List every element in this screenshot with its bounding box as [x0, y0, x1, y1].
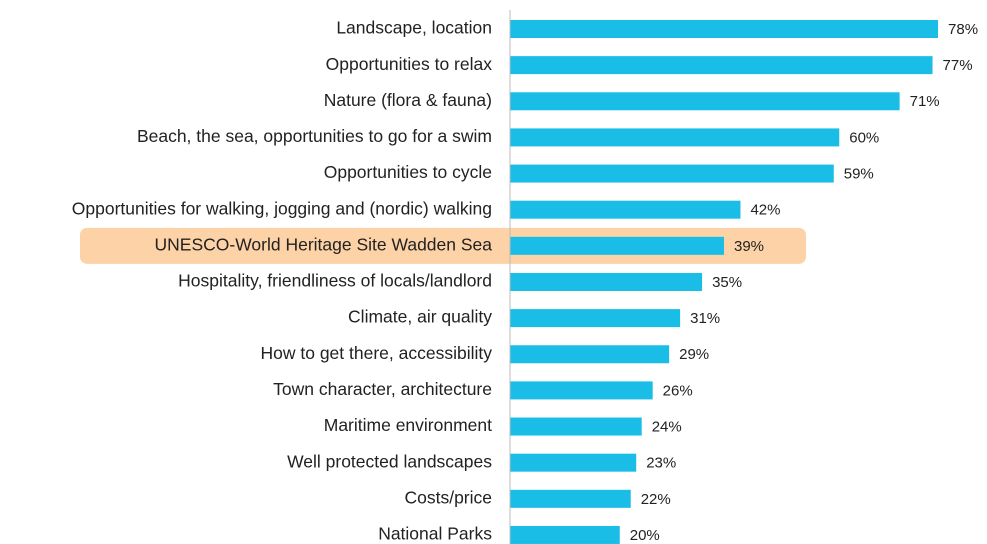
value-label: 24% [652, 419, 682, 436]
bar [510, 56, 933, 75]
value-label: 59% [844, 166, 874, 183]
value-label: 60% [849, 129, 879, 146]
value-label: 77% [943, 57, 973, 74]
bar [510, 309, 681, 328]
category-label: Well protected landscapes [287, 451, 492, 471]
value-label: 71% [910, 93, 940, 110]
bar [510, 489, 631, 508]
category-label: Opportunities for walking, jogging and (… [72, 198, 492, 218]
value-label: 26% [663, 382, 693, 399]
bar [510, 453, 637, 472]
bar [510, 200, 741, 219]
value-label: 22% [641, 491, 671, 508]
category-label: Beach, the sea, opportunities to go for … [137, 126, 492, 146]
category-label: Climate, air quality [348, 307, 492, 327]
category-label: Nature (flora & fauna) [324, 90, 492, 110]
value-label: 42% [750, 202, 780, 219]
bar [510, 417, 642, 436]
category-label: Maritime environment [324, 415, 492, 435]
category-label: Landscape, location [336, 18, 492, 38]
bar [510, 345, 670, 364]
value-label: 35% [712, 274, 742, 291]
bar [510, 272, 703, 291]
category-label: UNESCO-World Heritage Site Wadden Sea [155, 234, 493, 254]
bar [510, 20, 939, 38]
bar [510, 164, 834, 183]
bar [510, 525, 620, 544]
category-label: How to get there, accessibility [261, 343, 493, 363]
value-label: 39% [734, 238, 764, 255]
category-label: Opportunities to cycle [324, 162, 492, 182]
bar [510, 128, 840, 147]
value-label: 78% [948, 21, 978, 38]
bar [510, 92, 900, 111]
category-label: Town character, architecture [273, 379, 492, 399]
category-label: Opportunities to relax [326, 54, 493, 74]
value-label: 31% [690, 310, 720, 327]
category-label: Costs/price [404, 487, 492, 507]
value-label: 29% [679, 346, 709, 363]
bar [510, 381, 653, 400]
bar [510, 236, 725, 255]
category-label: Hospitality, friendliness of locals/land… [178, 271, 492, 291]
category-label: National Parks [378, 524, 492, 544]
value-label: 23% [646, 455, 676, 472]
value-label: 20% [630, 527, 660, 544]
